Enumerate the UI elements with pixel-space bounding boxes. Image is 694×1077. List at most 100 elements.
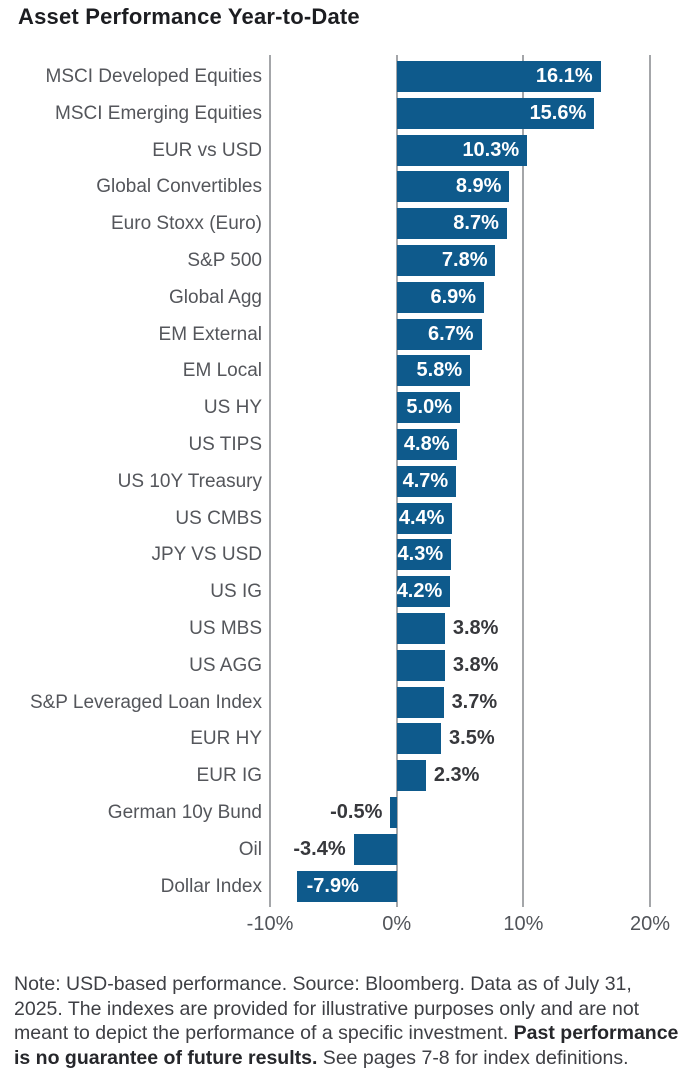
bar-row: MSCI Developed Equities 16.1% [0,61,694,92]
x-tick-label: 10% [503,913,544,935]
bar-row: Global Agg 6.9% [0,281,694,313]
value-label: 6.7% [427,322,474,345]
category-label: US CMBS [175,507,262,529]
bar [396,686,444,718]
bar [396,723,442,755]
bar [353,833,397,865]
bar-row: EUR IG 2.3% [0,760,694,792]
value-label: 4.4% [398,506,445,529]
gridline--10 [269,55,272,907]
bar-row: MSCI Emerging Equities 15.6% [0,97,694,129]
category-label: Dollar Index [160,875,262,897]
bar-row: Euro Stoxx (Euro) 8.7% [0,208,694,240]
gridline-10 [522,55,525,907]
bar [396,61,601,92]
bar [296,870,397,902]
value-label: 3.8% [452,617,499,639]
bar [396,613,445,644]
bar [396,318,482,350]
category-label: EUR IG [196,765,262,787]
bar-row: EM Local 5.8% [0,355,694,387]
chart-title: Asset Performance Year-to-Date [18,4,360,29]
value-label: -3.4% [293,837,346,860]
bar-chart: -10% 0% 10% 20% MSCI Developed Equities 16.1%… [0,55,694,935]
category-label: US TIPS [188,434,262,455]
bar-row: US HY 5.0% [0,392,694,424]
bar-row: EM External 6.7% [0,318,694,350]
category-label: MSCI Developed Equities [45,66,263,87]
bar-row: EUR vs USD 10.3% [0,134,694,166]
bar [390,797,397,828]
bar [396,649,445,681]
footnote-text-1: Note: USD-based performance. Source: Blo… [14,973,640,1044]
bar [396,97,595,129]
bar [396,171,510,203]
category-label: EM External [158,323,262,345]
bar [396,539,452,571]
category-label: US HY [203,397,262,419]
bar [396,208,507,240]
bar-row: Oil -3.4% [0,833,694,865]
value-label: 15.6% [529,101,587,124]
bar-row: US CMBS 4.4% [0,502,694,534]
value-label: -7.9% [306,874,359,897]
category-label: JPY VS USD [151,544,262,566]
value-label: 4.8% [403,433,450,455]
value-label: 5.8% [416,359,463,382]
bar-row: US MBS 3.8% [0,613,694,644]
category-label: Global Agg [169,286,262,308]
value-label: 8.9% [455,175,502,198]
value-label: 4.3% [397,543,444,566]
value-label: 4.2% [396,580,443,603]
value-label: 3.8% [452,653,499,676]
category-label: Euro Stoxx (Euro) [111,213,262,235]
bar-row: US 10Y Treasury 4.7% [0,465,694,497]
bar-row: US TIPS 4.8% [0,429,694,460]
category-label: US AGG [189,654,262,676]
bar [396,760,426,792]
category-label: S&P Leveraged Loan Index [29,691,262,713]
value-label: 7.8% [441,249,488,271]
bar [396,502,453,534]
bar [396,355,471,387]
value-label: 4.7% [402,469,449,492]
footnote-text-2: See pages 7-8 for index definitions. [317,1046,629,1069]
category-label: Global Convertibles [96,176,262,198]
bar-row: S&P 500 7.8% [0,245,694,276]
category-label: S&P 500 [187,250,262,271]
bar-row: Dollar Index -7.9% [0,870,694,902]
x-tick-label: -10% [246,913,294,935]
value-label: -0.5% [330,801,383,823]
value-label: 5.0% [406,396,453,419]
bar [396,576,450,608]
category-label: US 10Y Treasury [117,470,262,492]
category-label: EM Local [182,360,262,382]
bar-row: German 10y Bund -0.5% [0,797,694,828]
value-label: 16.1% [535,65,593,87]
value-label: 10.3% [462,138,520,161]
bar [396,134,528,166]
category-label: US MBS [189,618,262,639]
value-label: 6.9% [430,285,477,308]
category-label: EUR vs USD [152,139,262,161]
bar-row: US IG 4.2% [0,576,694,608]
category-label: US IG [210,581,262,603]
bar [396,245,496,276]
category-label: Oil [238,838,262,860]
bar [396,465,457,497]
footnote-bold-text: Past performance is no guarantee of futu… [14,1022,679,1069]
bar-row: US AGG 3.8% [0,649,694,681]
category-label: MSCI Emerging Equities [55,102,262,124]
bar-row: S&P Leveraged Loan Index 3.7% [0,686,694,718]
bar-row: Global Convertibles 8.9% [0,171,694,203]
category-label: German 10y Bund [107,802,262,823]
value-label: 2.3% [433,764,480,787]
bar-row: EUR HY 3.5% [0,723,694,755]
footnote: Note: USD-based performance. Source: Blo… [14,972,686,1070]
bar [396,281,485,313]
bar [396,429,458,460]
bar-row: JPY VS USD 4.3% [0,539,694,571]
value-label: 3.7% [451,690,498,713]
x-tick-label: 0% [382,913,412,935]
